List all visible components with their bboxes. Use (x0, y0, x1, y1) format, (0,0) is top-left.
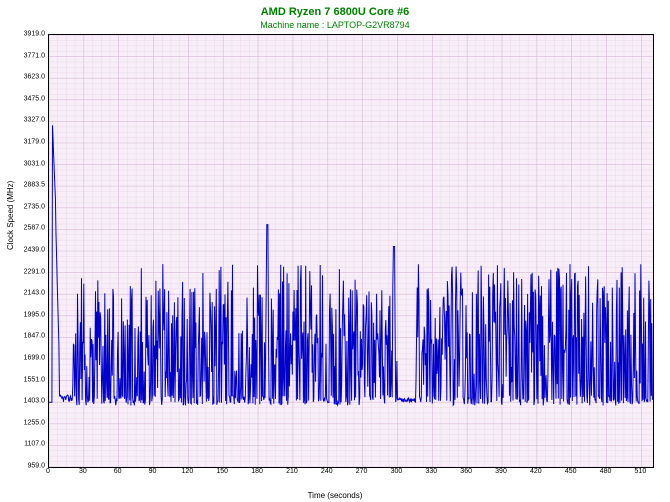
chart-subtitle: Machine name : LAPTOP-G2VR8794 (0, 18, 670, 30)
x-tick-label: 300 (391, 468, 403, 475)
x-tick-label: 390 (495, 468, 507, 475)
y-tick-label: 3031.0 (24, 160, 45, 167)
x-tick-label: 510 (635, 468, 647, 475)
x-tick-label: 30 (79, 468, 87, 475)
x-tick-label: 180 (251, 468, 263, 475)
y-axis-label: Clock Speed (MHz) (6, 181, 15, 250)
x-tick-label: 210 (286, 468, 298, 475)
y-tick-label: 3327.0 (24, 117, 45, 124)
y-tick-label: 2587.0 (24, 225, 45, 232)
x-tick-label: 60 (114, 468, 122, 475)
y-tick-label: 1699.0 (24, 355, 45, 362)
x-tick-label: 90 (149, 468, 157, 475)
y-tick-label: 3179.0 (24, 139, 45, 146)
chart-container: AMD Ryzen 7 6800U Core #6 Machine name :… (0, 0, 670, 502)
y-tick-label: 1551.0 (24, 376, 45, 383)
y-tick-label: 2735.0 (24, 203, 45, 210)
plot-area (48, 34, 654, 468)
y-tick-label: 2143.0 (24, 290, 45, 297)
y-tick-label: 1107.0 (24, 441, 45, 448)
x-tick-label: 120 (182, 468, 194, 475)
x-axis-label: Time (seconds) (308, 491, 363, 500)
y-tick-label: 2883.5 (24, 182, 45, 189)
y-tick-label: 1403.0 (24, 398, 45, 405)
y-tick-label: 3919.0 (24, 31, 45, 38)
y-tick-label: 3771.0 (24, 52, 45, 59)
x-tick-label: 270 (356, 468, 368, 475)
y-tick-label: 1847.0 (24, 333, 45, 340)
y-tick-label: 2439.0 (24, 247, 45, 254)
x-tick-label: 0 (46, 468, 50, 475)
x-tick-label: 330 (425, 468, 437, 475)
y-tick-label: 1255.0 (24, 419, 45, 426)
x-tick-label: 150 (216, 468, 228, 475)
y-tick-label: 1995.0 (24, 311, 45, 318)
line-chart-svg (49, 35, 653, 467)
x-tick-label: 450 (565, 468, 577, 475)
x-tick-label: 480 (600, 468, 612, 475)
y-tick-label: 3623.0 (24, 74, 45, 81)
y-tick-label: 3475.0 (24, 95, 45, 102)
y-tick-label: 2291.0 (24, 268, 45, 275)
x-tick-label: 240 (321, 468, 333, 475)
chart-title: AMD Ryzen 7 6800U Core #6 (0, 0, 670, 18)
x-tick-label: 420 (530, 468, 542, 475)
y-tick-label: 959.0 (27, 463, 45, 470)
x-tick-label: 360 (460, 468, 472, 475)
